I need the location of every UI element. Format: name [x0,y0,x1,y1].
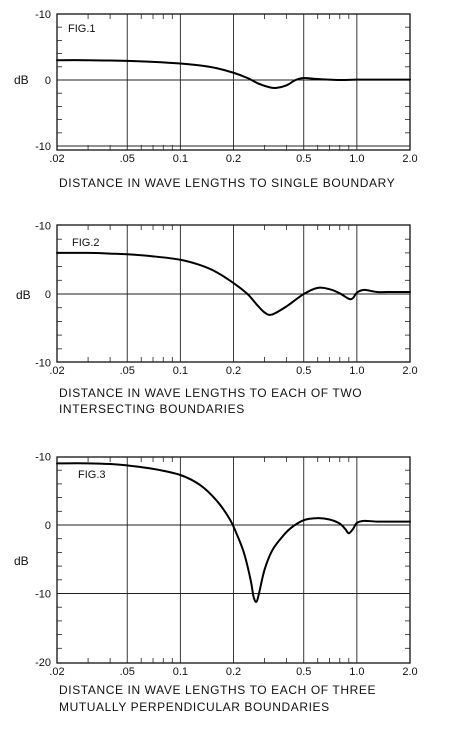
y-tick-label: -10 [35,358,51,370]
y-tick-label: 0 [45,75,51,87]
y-axis-label: dB [14,73,29,87]
figure-label: FIG.3 [78,469,106,481]
x-tick-label: .02 [49,365,64,377]
x-tick-label: 0.2 [226,365,241,377]
x-axis-label: DISTANCE IN WAVE LENGTHS TO EACH OF TWO [59,386,362,400]
x-tick-label: .05 [120,153,135,165]
x-tick-label: 1.0 [349,666,364,678]
x-tick-label: 1.0 [349,153,364,165]
y-tick-label: -10 [35,452,51,464]
y-tick-label: -10 [35,589,51,601]
x-axis-label: DISTANCE IN WAVE LENGTHS TO EACH OF THRE… [59,683,376,697]
x-tick-label: 2.0 [402,666,417,678]
x-tick-label: 0.2 [226,153,241,165]
x-tick-label: 0.1 [173,153,188,165]
x-tick-label: 0.5 [296,153,311,165]
y-tick-label: 0 [45,520,51,532]
x-axis-label: MUTUALLY PERPENDICULAR BOUNDARIES [59,700,330,714]
y-axis-label: dB [16,288,31,302]
figure-label: FIG.2 [72,237,100,249]
y-tick-label: -10 [35,141,51,153]
x-tick-label: .05 [120,365,135,377]
x-axis-label: DISTANCE IN WAVE LENGTHS TO SINGLE BOUND… [59,176,395,190]
y-axis-label: dB [14,554,29,568]
chart-1: .02 .05 0.1 0.2 0.5 1.0 2.0 -10 0 -10 FIG.1 dB DISTA… [14,9,418,190]
chart-3: .02 .05 0.1 0.2 0.5 1.0 2.0 -20 -10 0 -10 FIG.3 dB DI… [14,452,418,715]
x-axis-label: INTERSECTING BOUNDARIES [59,402,245,416]
figure-label: FIG.1 [68,23,96,35]
y-tick-label: -10 [35,9,51,21]
response-curve [56,251,411,316]
y-tick-label: 0 [45,289,51,301]
x-tick-label: .02 [49,153,64,165]
x-tick-label: 2.0 [402,365,417,377]
y-tick-label: -20 [35,657,51,669]
x-tick-label: 0.1 [173,365,188,377]
x-tick-label: 0.2 [226,666,241,678]
x-tick-label: .02 [49,666,64,678]
chart-2: .02 .05 0.1 0.2 0.5 1.0 2.0 -10 0 -10 FIG.2 dB DISTA… [16,221,418,417]
x-tick-label: 2.0 [402,153,417,165]
y-tick-label: -10 [35,221,51,233]
x-tick-label: .05 [120,666,135,678]
response-curve [56,59,411,90]
x-tick-label: 0.1 [173,666,188,678]
x-tick-label: 1.0 [349,365,364,377]
x-tick-label: 0.5 [296,365,311,377]
response-curve [56,462,411,603]
x-tick-label: 0.5 [296,666,311,678]
